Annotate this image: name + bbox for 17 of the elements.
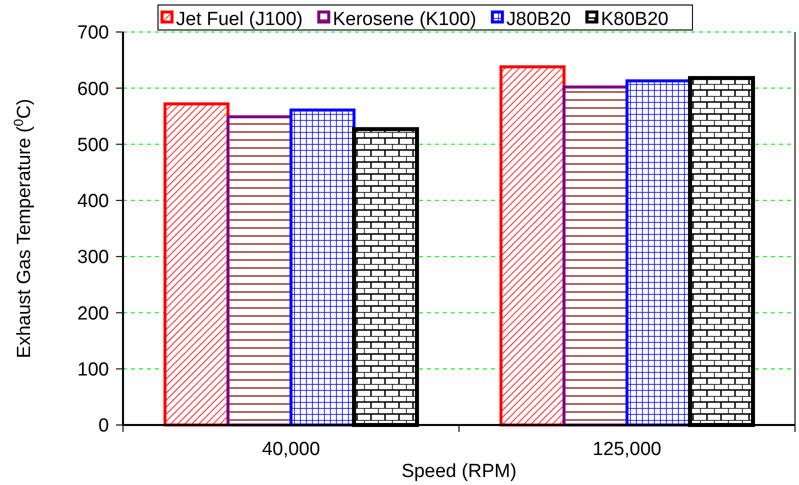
legend-label: K80B20 xyxy=(600,9,668,30)
y-tick-label: 400 xyxy=(77,191,109,212)
x-axis-title: Speed (RPM) xyxy=(401,461,517,482)
y-tick-label: 700 xyxy=(77,22,109,44)
y-tick-label: 0 xyxy=(98,416,109,437)
y-tick-label: 300 xyxy=(77,247,109,268)
legend-label: Jet Fuel (J100) xyxy=(176,9,303,30)
bar xyxy=(164,102,230,426)
legend-label: Kerosene (K100) xyxy=(332,9,476,30)
x-tick-label: 125,000 xyxy=(592,439,662,460)
legend-label: J80B20 xyxy=(506,9,571,30)
y-tick-label: 500 xyxy=(77,134,109,156)
x-tick-label: 40,000 xyxy=(262,439,320,460)
y-tick-label: 200 xyxy=(77,303,109,324)
y-tick-label: 100 xyxy=(77,360,109,381)
bar xyxy=(500,65,566,426)
y-tick-label: 600 xyxy=(77,78,109,100)
